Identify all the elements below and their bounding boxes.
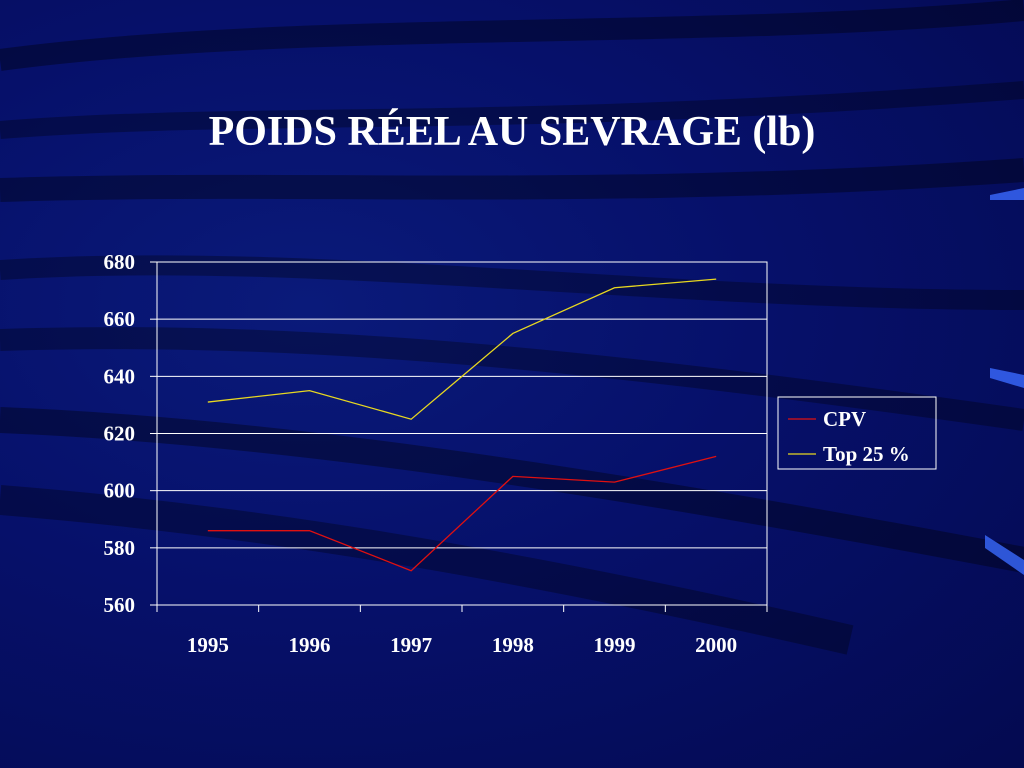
- chart-legend: CPV Top 25 %: [777, 396, 937, 470]
- x-tick-label: 1997: [390, 633, 432, 657]
- chart-grid: [157, 261, 767, 606]
- legend-label: CPV: [823, 407, 866, 431]
- y-tick-label: 680: [104, 250, 136, 274]
- legend-label: Top 25 %: [823, 442, 910, 466]
- y-tick-label: 560: [104, 593, 136, 617]
- series-line-1: [207, 278, 717, 420]
- y-tick-label: 640: [104, 364, 136, 388]
- y-tick-label: 620: [104, 422, 136, 446]
- page-title: POIDS RÉEL AU SEVRAGE (lb): [208, 109, 816, 155]
- x-tick-label: 1998: [492, 633, 534, 657]
- x-tick-label: 1995: [187, 633, 229, 657]
- y-tick-label: 660: [104, 307, 136, 331]
- legend-box: [777, 396, 937, 470]
- y-tick-label: 580: [104, 536, 136, 560]
- series-line-0: [207, 455, 717, 572]
- x-tick-label: 2000: [695, 633, 737, 657]
- chart-series: [207, 278, 717, 572]
- x-tick-label: 1996: [289, 633, 331, 657]
- chart-axes: 560 580 600 620 640 660 680 1995 1996 1997 1998 199…: [104, 250, 768, 657]
- x-tick-label: 1999: [594, 633, 636, 657]
- y-tick-label: 600: [104, 479, 136, 503]
